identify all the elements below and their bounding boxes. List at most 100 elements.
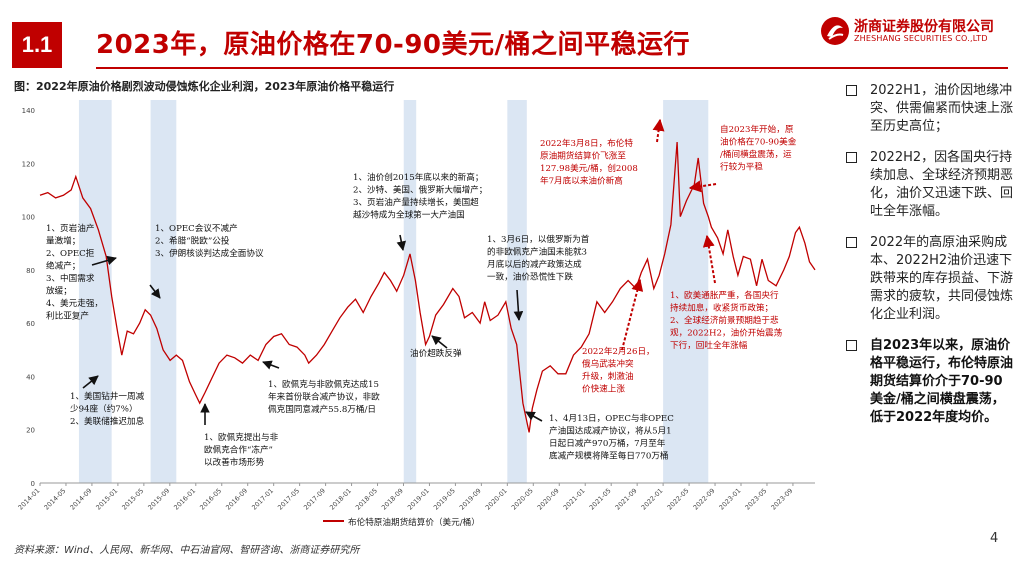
- x-tick-label: 2017-09: [302, 487, 327, 512]
- annotation-line: 利比亚复产: [46, 310, 89, 322]
- event-annotation: 2022年3月8日，布伦特原油期货结算价飞涨至 127.98美元/桶，创2008 年…: [540, 137, 638, 187]
- annotation-arrow: [688, 180, 717, 193]
- event-annotation: 1、美国钻井一周减少94座（约7%） 2、美联储推迟加息: [70, 390, 145, 427]
- x-tick-label: 2019-05: [432, 487, 457, 512]
- annotation-line: 3、伊朗核谈判达成全面协议: [155, 247, 264, 259]
- key-point-text: 2022年的高原油采购成本、2022H2油价迅速下跌带来的库存损益、下游需求的疲…: [870, 235, 1014, 322]
- x-tick-label: 2022-09: [692, 487, 717, 512]
- x-tick-label: 2023-01: [718, 487, 743, 512]
- annotation-arrow: [431, 335, 448, 349]
- checkbox-bullet-icon: [846, 85, 857, 96]
- x-tick-label: 2017-05: [276, 487, 301, 512]
- annotation-line: 少94座（约7%）: [70, 403, 138, 415]
- key-points-list: 2022H1，油价因地缘冲突、供需偏紧而快速上涨至历史高位； 2022H2，因各…: [846, 82, 1014, 440]
- event-annotation: 1、油价创2015年底以来的新高； 2、沙特、美国、俄罗斯大幅增产； 3、页岩油产量…: [353, 171, 487, 221]
- x-tick-label: 2015-09: [146, 487, 171, 512]
- annotation-line: 观，2022H2，油价开始震荡: [670, 327, 783, 339]
- company-logo: 浙商证券股份有限公司 ZHESHANG SECURITIES CO.,LTD: [820, 14, 1010, 50]
- annotation-line: 月底以后的减产政策达成: [487, 258, 582, 270]
- x-tick-label: 2019-09: [458, 487, 483, 512]
- event-annotation: 2022年2月26日，俄乌武装冲突升级，刺激油价快速上涨: [582, 345, 655, 395]
- annotation-line: 俄乌武装冲突: [582, 358, 634, 370]
- annotation-line: 油价超跌反弹: [410, 347, 462, 359]
- x-tick-label: 2020-01: [484, 487, 509, 512]
- annotation-line: 产油国达成减产协议，将从5月1: [549, 425, 672, 437]
- annotation-line: /桶间横盘震荡，运: [720, 148, 792, 160]
- annotation-line: 的非欧佩克产油国未能就3: [487, 246, 587, 258]
- annotation-arrow: [91, 255, 117, 266]
- logo-name-cn: 浙商证券股份有限公司: [854, 19, 994, 35]
- annotation-line: 3、页岩油产量持续增长，美国超: [353, 196, 479, 208]
- logo-mark-icon: [821, 17, 849, 45]
- x-tick-label: 2016-09: [224, 487, 249, 512]
- legend-label: 布伦特原油期货结算价（美元/桶）: [348, 516, 480, 528]
- x-tick-label: 2020-05: [510, 487, 535, 512]
- x-tick-label: 2014-05: [43, 487, 68, 512]
- annotation-line: 升级，刺激油: [582, 370, 634, 382]
- x-tick-label: 2021-05: [588, 487, 613, 512]
- shaded-period: [663, 100, 709, 483]
- annotation-line: 1、OPEC会议不减产: [155, 222, 238, 234]
- x-tick-label: 2018-09: [380, 487, 405, 512]
- x-tick-label: 2016-01: [172, 487, 197, 512]
- annotation-arrow: [396, 234, 407, 251]
- annotation-line: 年来首份联合减产协议，非欧: [268, 391, 380, 403]
- key-point: 2022年的高原油采购成本、2022H2油价迅速下跌带来的库存损益、下游需求的疲…: [846, 234, 1014, 324]
- annotation-line: 2、美联储推迟加息: [70, 415, 145, 427]
- y-tick-label: 40: [26, 373, 35, 381]
- x-tick-label: 2022-01: [640, 487, 665, 512]
- x-tick-label: 2019-01: [406, 487, 431, 512]
- annotation-line: 底减产规模将降至每日770万桶: [549, 450, 669, 462]
- x-tick-label: 2022-05: [666, 487, 691, 512]
- annotation-line: 量激增；: [46, 235, 80, 247]
- annotation-line: 日起日减产970万桶，7月至年: [549, 437, 666, 449]
- annotation-line: 1、欧佩克与非欧佩克达成15: [268, 378, 379, 390]
- annotation-line: 原油期货结算价飞涨至: [540, 150, 626, 162]
- annotation-arrow: [525, 411, 543, 422]
- annotation-line: 以改善市场形势: [204, 456, 265, 468]
- x-tick-label: 2014-09: [68, 487, 93, 512]
- annotation-line: 2、沙特、美国、俄罗斯大幅增产；: [353, 184, 487, 196]
- y-tick-label: 80: [26, 267, 35, 275]
- annotation-line: 4、美元走强，: [46, 297, 103, 309]
- x-tick-label: 2018-05: [354, 487, 379, 512]
- annotation-line: 行较为平稳: [720, 161, 763, 173]
- x-tick-label: 2018-01: [328, 487, 353, 512]
- annotation-line: 一致，油价恐慌性下跌: [487, 271, 573, 283]
- annotation-line: 油价格在70-90美金: [720, 136, 797, 148]
- checkbox-bullet-icon: [846, 340, 857, 351]
- annotation-line: 欧佩克合作“冻产”: [204, 444, 273, 456]
- annotation-line: 3、中国需求: [46, 272, 95, 284]
- x-tick-label: 2015-01: [94, 487, 119, 512]
- x-tick-label: 2015-05: [120, 487, 145, 512]
- annotation-line: 放缓；: [46, 285, 72, 297]
- brent-price-line: [39, 141, 816, 433]
- annotation-line: 2、OPEC拒: [46, 247, 95, 259]
- annotation-arrow: [652, 118, 665, 143]
- annotation-line: 越沙特成为全球第一大产油国: [353, 209, 465, 221]
- section-number-badge: 1.1: [12, 22, 62, 68]
- event-annotation: 1、欧佩克与非欧佩克达成15 年来首份联合减产协议，非欧佩克国同意减产55.8万桶…: [268, 378, 380, 415]
- annotation-line: 下行，回吐全年涨幅: [670, 339, 748, 351]
- source-note: 资料来源：Wind、人民网、新华网、中石油官网、智研咨询、浙商证券研究所: [14, 545, 360, 556]
- y-tick-label: 20: [26, 427, 35, 435]
- key-point-text: 自2023年以来，原油价格平稳运行，布伦特原油期货结算价介于70-90美金/桶之…: [870, 338, 1014, 425]
- y-tick-label: 140: [22, 107, 35, 115]
- y-tick-label: 120: [22, 160, 35, 168]
- annotation-arrow: [149, 284, 161, 299]
- x-tick-label: 2021-09: [614, 487, 639, 512]
- annotation-line: 1、美国钻井一周减: [70, 390, 145, 402]
- x-tick-label: 2023-05: [744, 487, 769, 512]
- key-point: 2022H1，油价因地缘冲突、供需偏紧而快速上涨至历史高位；: [846, 82, 1014, 136]
- annotation-arrow: [262, 360, 280, 370]
- key-point-text: 2022H2，因各国央行持续加息、全球经济预期恶化，油价又迅速下跌、回吐全年涨幅…: [870, 150, 1014, 219]
- annotation-line: 2、全球经济前景预期趋于悲: [670, 314, 779, 326]
- y-tick-label: 0: [31, 480, 35, 488]
- event-annotation: 1、页岩油产量激增； 2、OPEC拒绝减产； 3、中国需求放缓； 4、美元走强，利比亚…: [46, 222, 103, 322]
- event-annotation: 1、3月6日，以俄罗斯为首的非欧佩克产油国未能就3 月底以后的减产政策达成一致，油…: [487, 233, 590, 283]
- annotation-line: 2、希腊“脱欧”公投: [155, 235, 230, 247]
- x-tick-label: 2020-09: [536, 487, 561, 512]
- event-annotation: 油价超跌反弹: [410, 347, 462, 359]
- event-annotation: 自2023年开始，原油价格在70-90美金/桶间横盘震荡，运行较为平稳: [720, 123, 797, 173]
